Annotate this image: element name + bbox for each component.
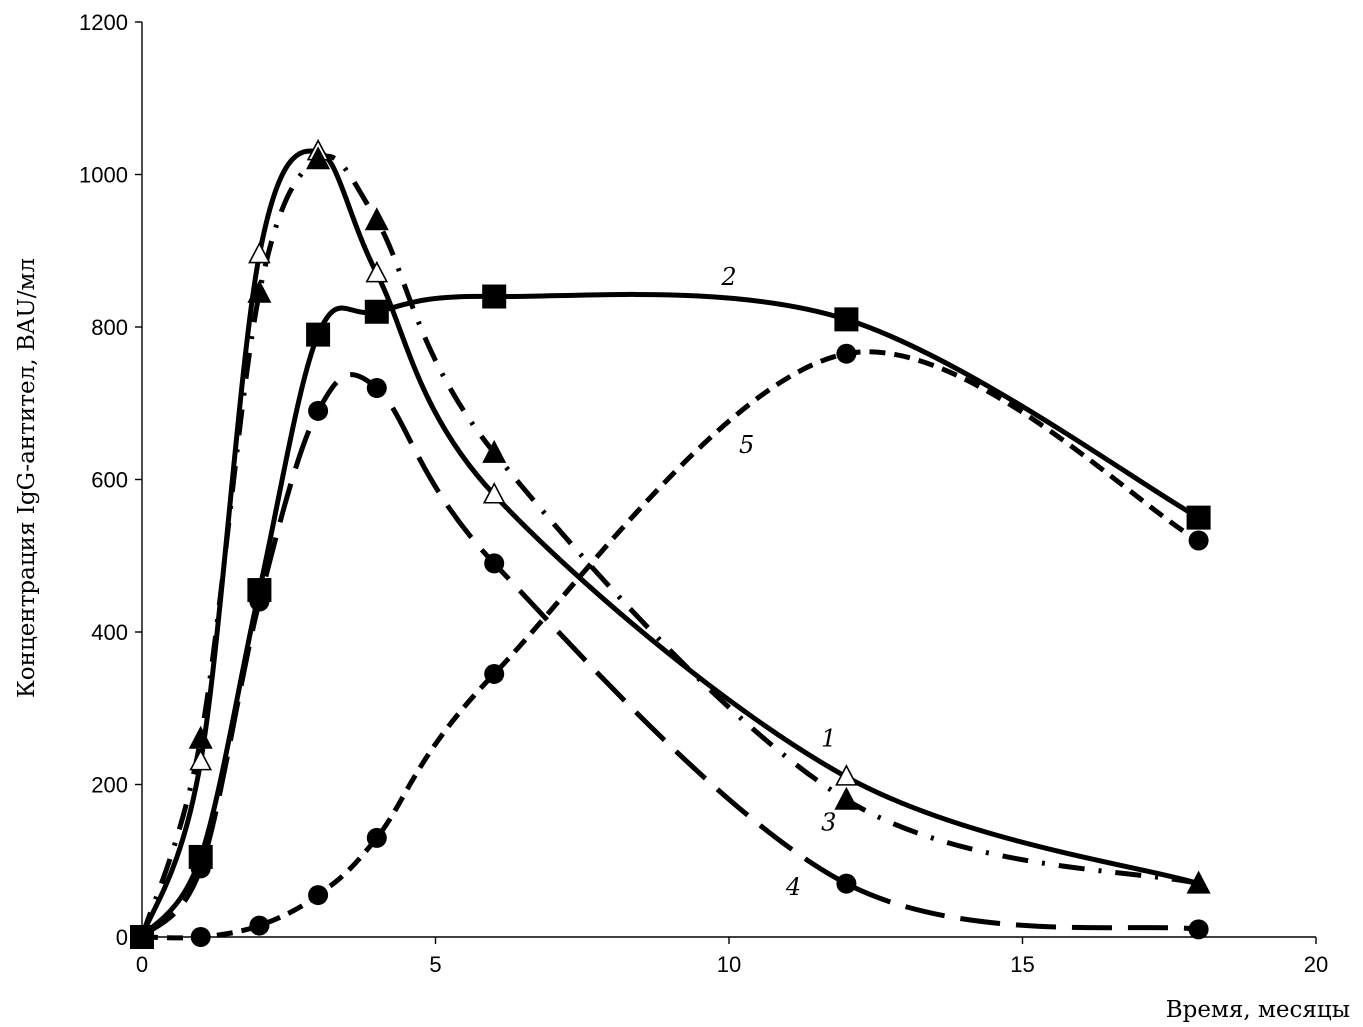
data-point [1188,530,1209,551]
series-lines [139,148,1200,941]
data-point [308,885,329,906]
data-point [484,663,505,684]
y-tick-label: 1000 [79,163,128,188]
data-point [308,400,329,421]
data-point [190,858,211,879]
data-point [190,927,211,947]
data-point [247,279,272,303]
data-point [364,207,389,231]
x-tick-label: 20 [1304,952,1328,977]
data-point [836,343,857,364]
data-point [249,915,270,936]
data-point [306,146,331,170]
data-point [366,827,387,848]
y-tick-label: 800 [91,315,128,340]
x-axis-title: Время, месяцы [1166,997,1350,1023]
series-line-2 [139,291,1200,939]
y-tick-label: 200 [91,773,128,798]
y-tick-label: 1200 [79,10,128,35]
data-point [365,260,389,283]
curve-label: 3 [821,808,836,836]
curve-label: 5 [739,431,754,459]
x-tick-label: 15 [1010,952,1034,977]
series-markers [130,138,1211,949]
curve-label: 1 [821,724,836,752]
series-line-1 [139,148,1200,938]
data-point [188,725,213,749]
data-point [132,927,152,947]
y-axis-title: Концентрация IgG-антител, BAU/мл [14,258,40,698]
x-tick-label: 10 [717,952,741,977]
x-tick-label: 5 [429,952,441,977]
series-line-5 [141,349,1200,941]
series-line-3 [139,153,1200,938]
data-point [189,748,213,771]
y-tick-label: 400 [91,620,128,645]
data-point [248,241,271,264]
data-point [482,284,507,309]
data-point [1186,505,1211,530]
data-point [834,307,859,332]
data-point [366,378,387,398]
data-point [306,322,331,347]
data-point [482,439,507,463]
data-point [1188,919,1209,940]
data-point [1186,870,1211,894]
data-point [834,786,859,810]
data-point [835,764,858,786]
curve-label: 2 [720,263,736,291]
data-point [364,299,389,324]
y-tick-label: 600 [91,468,128,493]
data-point [836,873,857,894]
data-point [482,482,506,504]
data-point [249,591,270,612]
x-tick-label: 0 [136,952,148,977]
data-point [484,553,505,574]
curve-label: 4 [785,873,801,901]
y-tick-label: 0 [116,925,128,950]
curve-labels: 1 2 3 4 5 [720,263,836,901]
